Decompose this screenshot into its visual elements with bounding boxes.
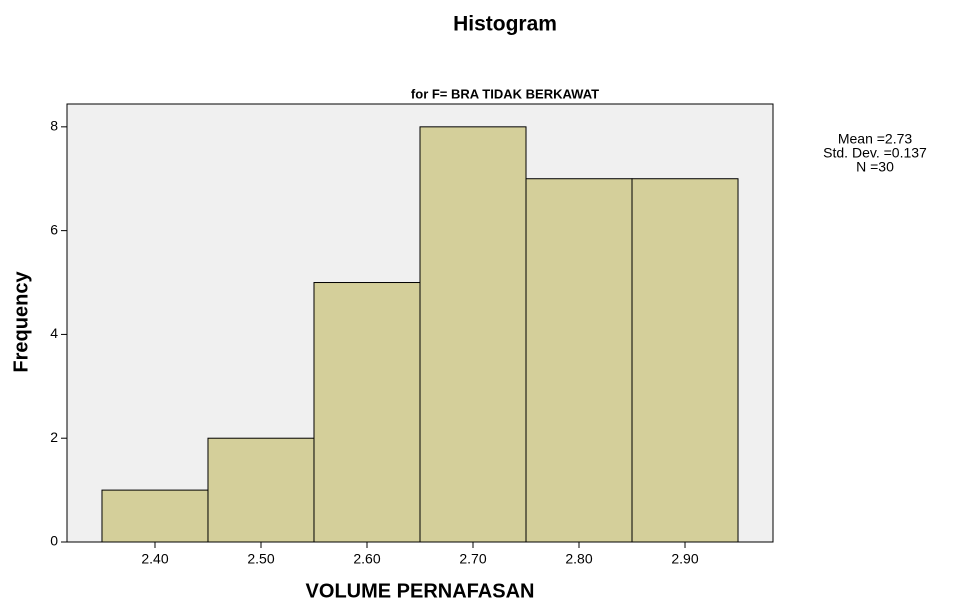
y-tick-label: 4 bbox=[50, 325, 58, 341]
x-tick-label: 2.60 bbox=[353, 551, 380, 567]
chart-subtitle: for F= BRA TIDAK BERKAWAT bbox=[411, 86, 599, 101]
bar bbox=[525, 178, 633, 543]
x-tick-label: 2.40 bbox=[141, 551, 168, 567]
y-tick-label: 8 bbox=[50, 118, 58, 134]
x-tick-label: 2.80 bbox=[565, 551, 592, 567]
bar bbox=[631, 178, 739, 543]
x-tick-label: 2.90 bbox=[671, 551, 698, 567]
x-axis-label: VOLUME PERNAFASAN bbox=[306, 580, 535, 602]
bar bbox=[313, 282, 421, 543]
chart-title: Histogram bbox=[453, 13, 557, 36]
y-tick-label: 0 bbox=[50, 533, 58, 549]
stat-annotation: Std. Dev. =0.137 bbox=[823, 145, 927, 161]
y-axis-label: Frequency bbox=[10, 271, 32, 373]
bar bbox=[101, 489, 209, 543]
y-tick-label: 6 bbox=[50, 221, 58, 237]
bar bbox=[419, 126, 527, 543]
bar bbox=[207, 437, 315, 543]
stat-annotation: Mean =2.73 bbox=[838, 131, 913, 147]
x-tick-label: 2.70 bbox=[459, 551, 486, 567]
x-tick-label: 2.50 bbox=[247, 551, 274, 567]
stat-annotation: N =30 bbox=[856, 159, 894, 175]
y-tick-label: 2 bbox=[50, 429, 58, 445]
